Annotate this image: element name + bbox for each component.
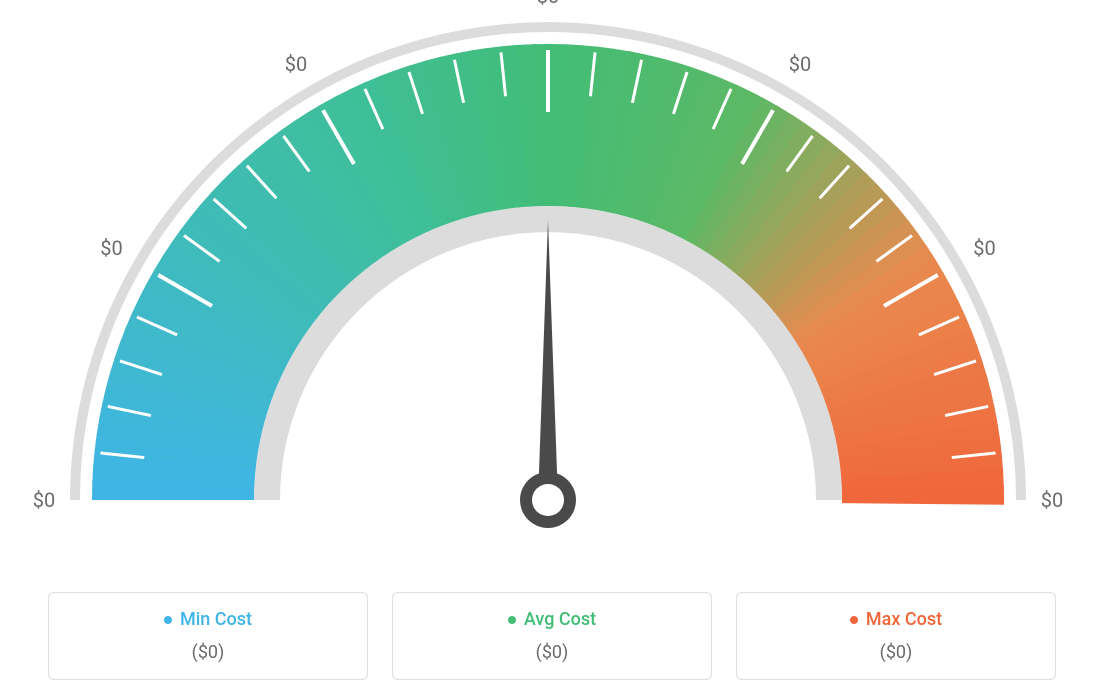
gauge-tick-label: $0 [1041, 488, 1063, 512]
legend-label-max: Max Cost [866, 609, 942, 630]
legend-dot-max [850, 616, 858, 624]
gauge-chart: $0 $0 $0 $0 $0 $0 $0 [0, 0, 1104, 540]
gauge-tick-label: $0 [789, 52, 811, 76]
gauge-tick-label: $0 [973, 236, 995, 260]
legend-value-max: ($0) [761, 642, 1031, 663]
legend-dot-avg [508, 616, 516, 624]
legend-card-avg: Avg Cost ($0) [392, 592, 712, 681]
gauge-tick-label: $0 [33, 488, 55, 512]
legend-label-avg: Avg Cost [524, 609, 596, 630]
gauge-tick-label: $0 [537, 0, 559, 8]
gauge-svg [0, 0, 1104, 540]
gauge-tick-label: $0 [100, 236, 122, 260]
legend-card-min: Min Cost ($0) [48, 592, 368, 681]
legend-label-min: Min Cost [180, 609, 252, 630]
legend-value-min: ($0) [73, 642, 343, 663]
legend-row: Min Cost ($0) Avg Cost ($0) Max Cost ($0… [0, 592, 1104, 681]
legend-card-max: Max Cost ($0) [736, 592, 1056, 681]
legend-dot-min [164, 616, 172, 624]
gauge-tick-label: $0 [285, 52, 307, 76]
legend-value-avg: ($0) [417, 642, 687, 663]
